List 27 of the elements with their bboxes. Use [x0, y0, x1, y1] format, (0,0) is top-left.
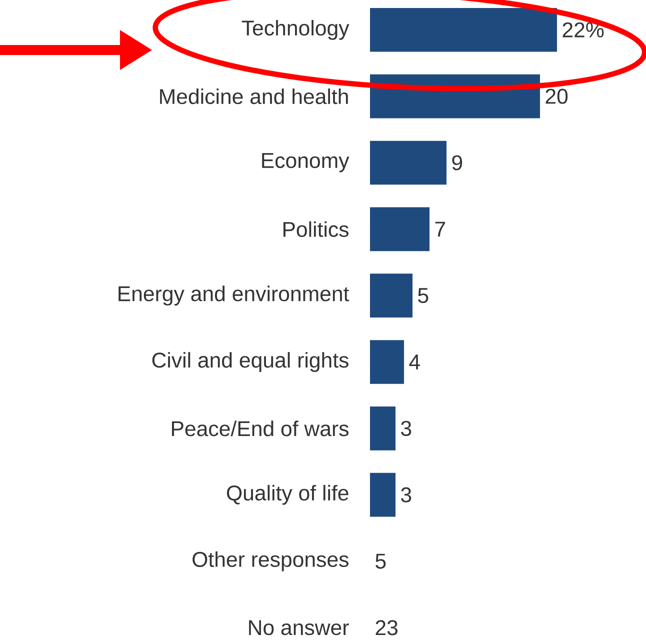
- y-tick-label: No answer: [249, 620, 349, 636]
- y-tick-label: Politics: [283, 221, 349, 237]
- bar: [370, 274, 412, 318]
- bar: [370, 8, 557, 52]
- y-tick-label: Economy: [262, 153, 350, 172]
- y-tick-label: Energy and environment: [118, 286, 350, 306]
- text: 23: [376, 620, 398, 636]
- data-label: 3: [401, 420, 412, 436]
- data-label: 9: [452, 155, 462, 170]
- data-label: 5: [418, 288, 428, 304]
- y-tick-label: Other responses: [192, 551, 348, 572]
- data-label: 4: [409, 354, 420, 370]
- y-tick-label: Quality of life: [226, 484, 348, 505]
- y-tick-label: Peace/End of wars: [172, 420, 348, 436]
- y-tick-label: Civil and equal rights: [152, 352, 348, 372]
- y-tick-label: Technology: [242, 20, 350, 40]
- bar: [370, 340, 404, 384]
- y-tick-label: Medicine and health: [160, 88, 348, 104]
- bar: [370, 472, 396, 517]
- data-label: 22%: [562, 22, 604, 38]
- bar: [370, 406, 396, 450]
- bar: [370, 140, 446, 185]
- data-label: 20: [546, 88, 568, 104]
- bar: [370, 207, 430, 252]
- data-label: 3: [401, 487, 412, 502]
- data-label: 7: [435, 222, 445, 236]
- text: 5: [376, 554, 386, 569]
